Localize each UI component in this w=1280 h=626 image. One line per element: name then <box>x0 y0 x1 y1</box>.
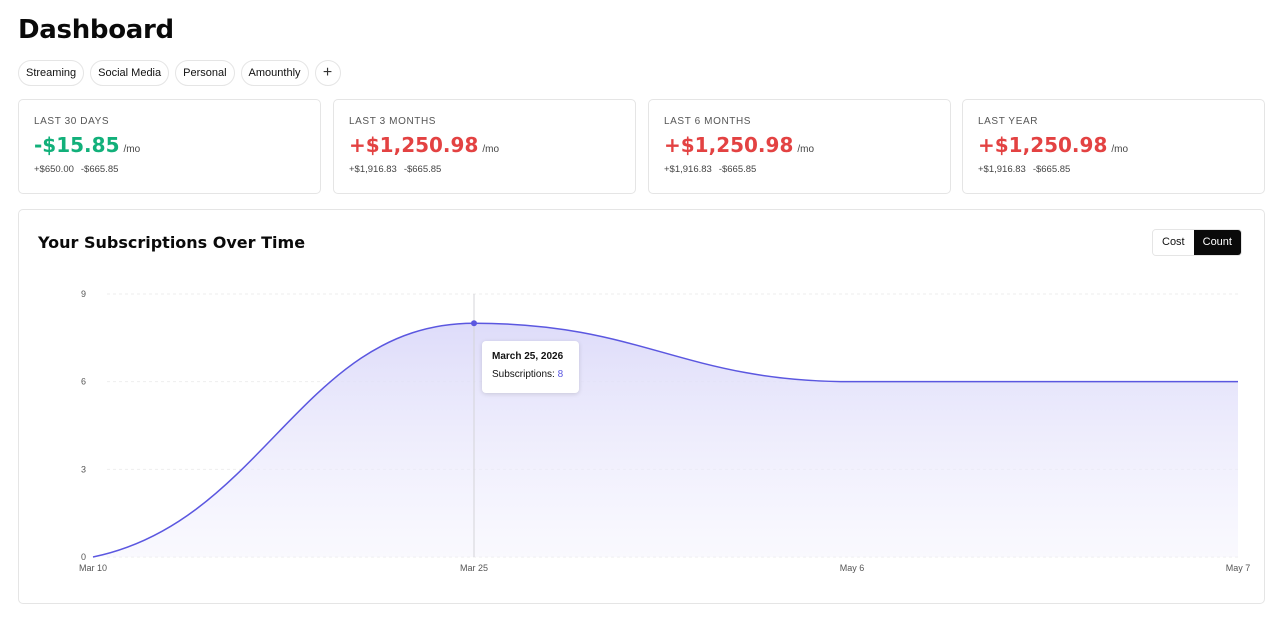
tag-social-media[interactable]: Social Media <box>90 60 170 86</box>
tooltip-series-label: Subscriptions: <box>492 369 558 380</box>
card-net-value: +$1,250.98 <box>664 133 794 157</box>
card-expense: -$665.85 <box>80 164 119 175</box>
card-income: +$1,916.83 <box>978 164 1026 175</box>
card-unit: /mo <box>123 144 141 155</box>
series-line <box>92 322 1238 558</box>
x-axis: Mar 10 Mar 25 May 6 May 7 <box>79 563 1250 573</box>
toggle-cost-button[interactable]: Cost <box>1153 230 1194 255</box>
tooltip-row: Subscriptions: 8 <box>492 369 579 380</box>
x-tick-label: May 6 <box>840 563 865 573</box>
card-income: +$1,916.83 <box>664 164 712 175</box>
tag-filter-bar: Streaming Social Media Personal Amounthl… <box>18 60 341 86</box>
x-tick-label: Mar 25 <box>460 563 488 573</box>
card-net-value: +$1,250.98 <box>349 133 479 157</box>
y-axis: 0 3 6 9 <box>81 289 86 562</box>
card-expense: -$665.85 <box>403 164 442 175</box>
card-income: +$1,916.83 <box>349 164 397 175</box>
tooltip-value: 8 <box>557 369 564 380</box>
card-label: LAST 3 MONTHS <box>349 116 437 127</box>
y-tick-label: 6 <box>81 377 86 387</box>
metric-toggle: Cost Count <box>1152 229 1242 256</box>
chart-tooltip: March 25, 2026 Subscriptions: 8 <box>482 341 579 393</box>
add-tag-button[interactable]: + <box>314 60 341 86</box>
summary-card-last-3-months: LAST 3 MONTHS +$1,250.98 /mo +$1,916.83 … <box>333 99 636 194</box>
plus-icon: + <box>322 64 333 81</box>
tag-personal[interactable]: Personal <box>175 60 235 86</box>
summary-cards: LAST 30 DAYS -$15.85 /mo +$650.00 -$665.… <box>18 99 1265 194</box>
summary-card-last-year: LAST YEAR +$1,250.98 /mo +$1,916.83 -$66… <box>962 99 1265 194</box>
subscriptions-chart-panel: Your Subscriptions Over Time Cost Count … <box>18 209 1265 604</box>
card-label: LAST YEAR <box>978 116 1039 127</box>
card-unit: /mo <box>797 144 815 155</box>
chart-title: Your Subscriptions Over Time <box>38 233 306 252</box>
series-area <box>93 323 1238 557</box>
y-tick-label: 9 <box>81 289 86 299</box>
y-tick-label: 0 <box>81 552 86 562</box>
hover-point <box>471 320 477 327</box>
card-expense: -$665.85 <box>1032 164 1071 175</box>
x-tick-label: May 7 <box>1226 563 1251 573</box>
tag-streaming[interactable]: Streaming <box>18 60 85 86</box>
card-income: +$650.00 <box>34 164 74 175</box>
y-tick-label: 3 <box>81 464 86 474</box>
card-expense: -$665.85 <box>718 164 757 175</box>
page-title: Dashboard <box>18 15 174 45</box>
card-unit: /mo <box>482 144 500 155</box>
card-label: LAST 6 MONTHS <box>664 116 752 127</box>
tooltip-date: March 25, 2026 <box>492 351 564 362</box>
tag-amounthly[interactable]: Amounthly <box>240 60 309 86</box>
card-label: LAST 30 DAYS <box>34 116 110 127</box>
summary-card-last-30-days: LAST 30 DAYS -$15.85 /mo +$650.00 -$665.… <box>18 99 321 194</box>
summary-card-last-6-months: LAST 6 MONTHS +$1,250.98 /mo +$1,916.83 … <box>648 99 951 194</box>
card-net-value: -$15.85 <box>34 133 120 157</box>
subscriptions-chart: 0 3 6 9 Mar 10 Mar 25 May 6 May 7 <box>79 289 1250 573</box>
card-unit: /mo <box>1111 144 1129 155</box>
toggle-count-button[interactable]: Count <box>1193 230 1241 255</box>
x-tick-label: Mar 10 <box>79 563 107 573</box>
card-net-value: +$1,250.98 <box>978 133 1108 157</box>
